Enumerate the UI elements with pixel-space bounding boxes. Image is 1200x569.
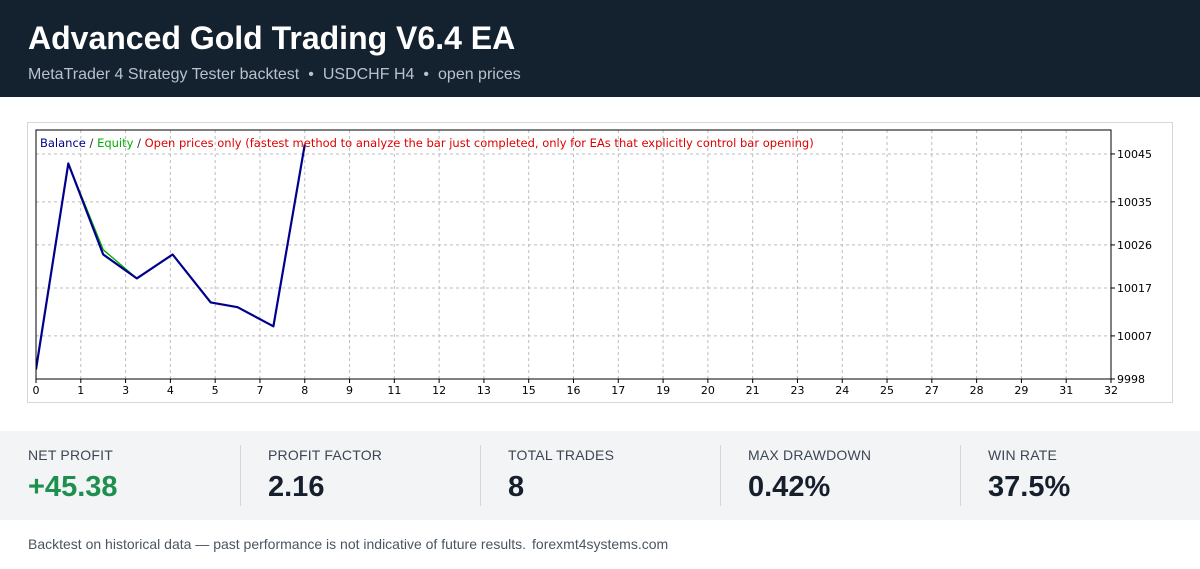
stat-value-profit-factor: 2.16 (268, 471, 325, 503)
stat-value-max-drawdown: 0.42% (748, 471, 831, 503)
stat-value-win-rate: 37.5% (988, 471, 1071, 503)
x-tick-label: 11 (387, 384, 401, 397)
x-tick-label: 21 (746, 384, 760, 397)
x-tick-label: 1 (77, 384, 84, 397)
x-tick-label: 17 (611, 384, 625, 397)
subtitle-model: open prices (438, 66, 521, 83)
subtitle-separator: • (423, 66, 430, 83)
stat-divider (480, 445, 481, 506)
y-tick-label: 10007 (1117, 330, 1152, 343)
stat-label-total-trades: TOTAL TRADES (508, 447, 615, 463)
x-tick-label: 15 (522, 384, 536, 397)
stats-bar: NET PROFIT +45.38 PROFIT FACTOR 2.16 TOT… (0, 431, 1200, 520)
y-tick-label: 10035 (1117, 196, 1152, 209)
stat-divider (720, 445, 721, 506)
stat-divider (960, 445, 961, 506)
stat-label-net-profit: NET PROFIT (28, 447, 113, 463)
page-header: Advanced Gold Trading V6.4 EA MetaTrader… (0, 0, 1200, 97)
legend-equity: Equity (97, 136, 134, 150)
x-tick-label: 32 (1104, 384, 1118, 397)
footer-disclaimer: Backtest on historical data — past perfo… (28, 536, 527, 552)
backtest-chart: 0 1 3 4 5 7 8 9 11 12 13 15 16 17 19 20 21 23 24 25 27 28 29 31… (27, 122, 1173, 403)
legend-mode: Open prices only (fastest method to anal… (145, 136, 814, 150)
subtitle-symbol: USDCHF H4 (322, 66, 415, 83)
y-tick-label: 10017 (1117, 282, 1152, 295)
stat-label-max-drawdown: MAX DRAWDOWN (748, 447, 872, 463)
footer: Backtest on historical data — past perfo… (28, 536, 668, 552)
series-line-balance (36, 144, 306, 370)
y-tick-label: 10045 (1117, 148, 1152, 161)
legend-separator: / (133, 136, 144, 150)
subtitle-separator: • (308, 66, 314, 83)
stat-label-win-rate: WIN RATE (988, 447, 1058, 463)
x-tick-label: 0 (33, 384, 40, 397)
y-tick-label: 9998 (1117, 373, 1145, 386)
x-tick-label: 12 (432, 384, 446, 397)
x-tick-label: 23 (790, 384, 804, 397)
x-tick-label: 28 (970, 384, 984, 397)
stat-value-total-trades: 8 (508, 471, 525, 503)
page-title: Advanced Gold Trading V6.4 EA (28, 20, 516, 56)
x-tick-label: 7 (256, 384, 263, 397)
x-tick-label: 27 (925, 384, 939, 397)
chart-legend: Balance / Equity / Open prices only (fas… (40, 136, 814, 150)
x-tick-label: 24 (835, 384, 849, 397)
x-tick-label: 3 (122, 384, 129, 397)
footer-site: forexmt4systems.com (532, 536, 669, 552)
x-tick-label: 5 (212, 384, 219, 397)
page-subtitle: MetaTrader 4 Strategy Tester backtest • US… (28, 66, 521, 84)
x-tick-label: 13 (477, 384, 491, 397)
chart-svg: 0 1 3 4 5 7 8 9 11 12 13 15 16 17 19 20 21 23 24 25 27 28 29 31… (33, 129, 1152, 397)
legend-balance: Balance (40, 136, 86, 150)
x-tick-label: 31 (1059, 384, 1073, 397)
x-tick-label: 8 (301, 384, 308, 397)
x-tick-label: 25 (880, 384, 894, 397)
legend-separator: / (86, 136, 97, 150)
stat-divider (240, 445, 241, 506)
x-tick-label: 29 (1014, 384, 1028, 397)
stat-value-net-profit: +45.38 (28, 471, 118, 503)
x-tick-label: 9 (346, 384, 353, 397)
stat-label-profit-factor: PROFIT FACTOR (268, 447, 383, 463)
x-tick-label: 20 (701, 384, 715, 397)
x-tick-label: 16 (567, 384, 581, 397)
y-tick-label: 10026 (1117, 239, 1152, 252)
x-tick-label: 4 (167, 384, 174, 397)
x-tick-label: 19 (656, 384, 670, 397)
subtitle-tester: MetaTrader 4 Strategy Tester backtest (28, 66, 300, 83)
